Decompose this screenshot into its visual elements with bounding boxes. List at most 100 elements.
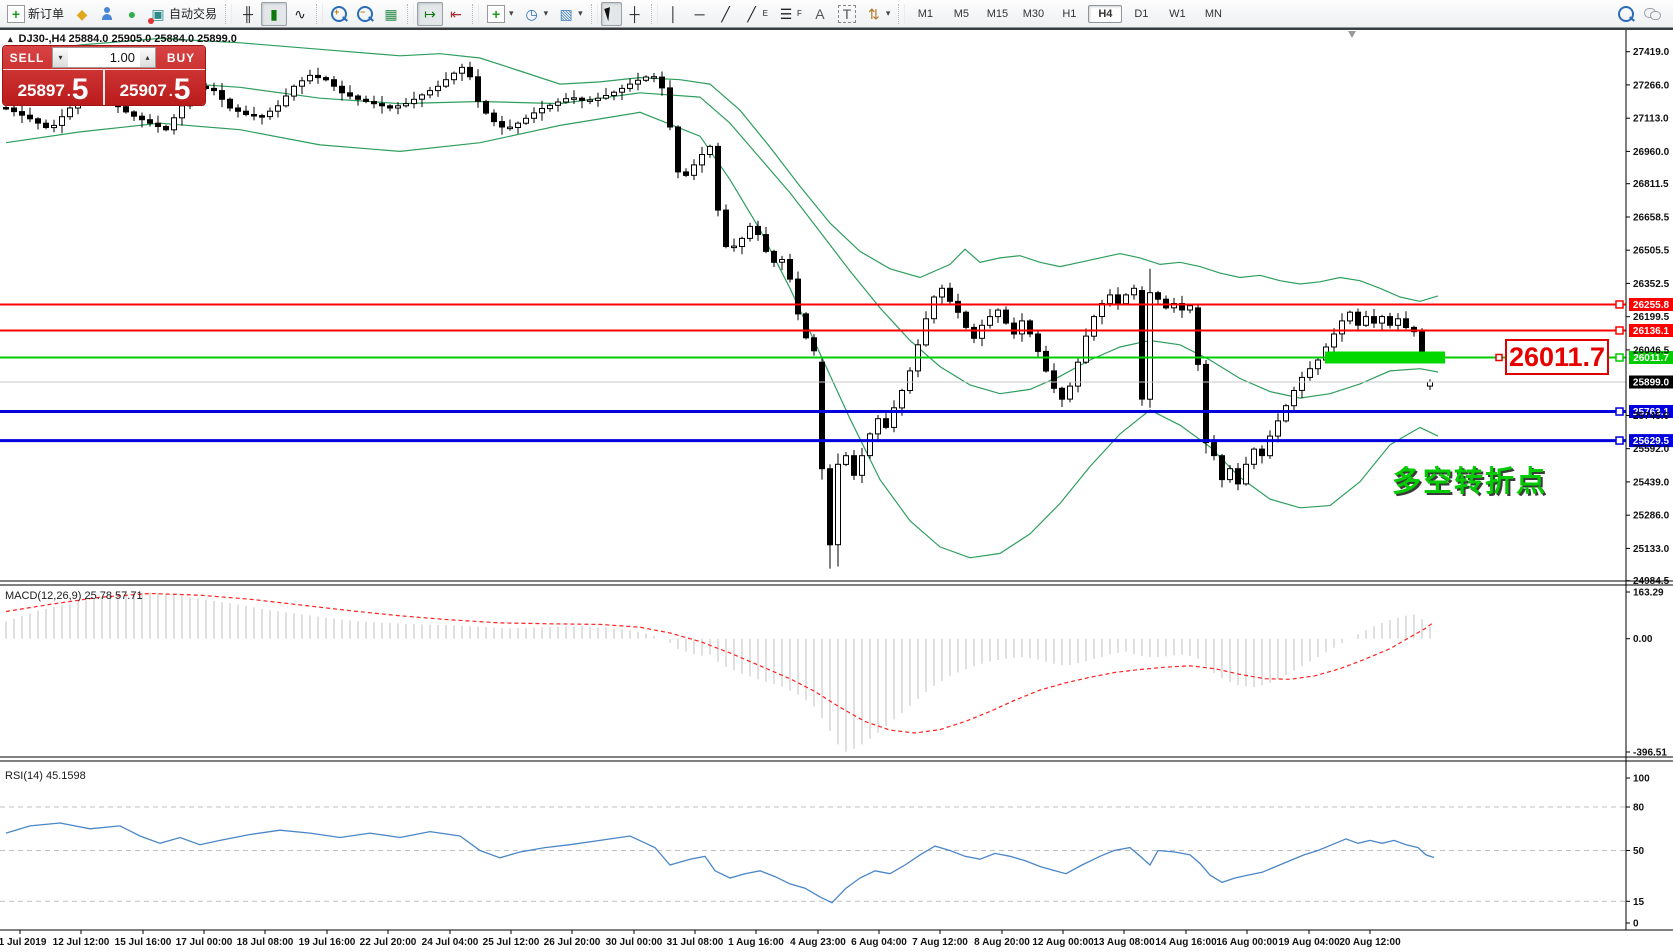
chart-shift-button[interactable]: ⇤ [443,2,469,26]
svg-text:50: 50 [1633,846,1645,857]
fibonacci-icon: ☰ [779,5,793,22]
volume-down-button[interactable]: ▾ [53,48,68,67]
svg-text:26505.5: 26505.5 [1633,246,1670,257]
toolbar-separator [316,3,324,24]
bollinger-bands [5,37,1439,559]
current-price: 25899.0 [0,375,1673,389]
trendline-tool-button[interactable]: ╱ [713,2,739,26]
price-axis: 27419.0 27266.0 27113.0 26960.0 26811.5 26658… [1626,47,1670,587]
turning-point-annotation[interactable]: 多空转折点 [1392,466,1548,498]
svg-text:26255.8: 26255.8 [1633,300,1670,311]
volume-value[interactable]: 1.00 [68,48,140,67]
svg-text:26811.5: 26811.5 [1633,179,1669,190]
time-label: 22 Jul 20:00 [360,937,417,948]
time-label: 16 Aug 00:00 [1216,937,1278,948]
timeframe-h4[interactable]: H4 [1088,4,1123,23]
timeframe-h1[interactable]: H1 [1062,7,1077,20]
svg-text:25439.0: 25439.0 [1633,477,1670,488]
svg-text:27113.0: 27113.0 [1633,114,1669,125]
text-icon: A [815,5,825,22]
line-chart-icon: ∿ [294,5,306,22]
time-label: 13 Aug 08:00 [1093,937,1155,948]
autotrading-button[interactable]: ▣ 自动交易 [145,2,222,26]
search-button[interactable] [1613,2,1639,26]
bollinger-lower [5,111,1439,559]
fibonacci-tool-button[interactable]: ☰ F [779,5,802,22]
price-flag-label[interactable]: 26011.7 [1505,339,1609,375]
arrows-icon: ⇅ [867,5,880,22]
timeframe-m30[interactable]: M30 [1022,7,1045,20]
main-toolbar: + 新订单 ◆ ● ▣ 自动交易 ╫ ▮ ∿ + − ▦ ↦ ⇤ + ▾ ◷ ▾ ▧… [0,0,1673,28]
time-label: 8 Aug 20:00 [974,937,1030,948]
buy-button[interactable]: BUY [166,50,196,65]
tile-windows-button[interactable]: ▦ [378,2,404,26]
volume-up-button[interactable]: ▴ [140,48,155,67]
dropdown-caret-icon: ▾ [543,8,549,18]
metaeditor-button[interactable]: ◆ [69,2,95,26]
toolbar-separator [225,3,233,24]
zoom-in-button[interactable]: + [326,2,352,26]
svg-text:100: 100 [1633,774,1650,785]
new-order-button[interactable]: + 新订单 [2,2,69,26]
timeframe-m15[interactable]: M15 [986,7,1009,20]
channel-tool-button[interactable]: ╱ E [739,2,773,26]
svg-text:25629.5: 25629.5 [1633,436,1670,447]
timeframe-group: M1 M5 M15 M30 H1 H4 D1 W1 MN [908,4,1230,23]
timeframe-m5[interactable]: M5 [953,7,970,20]
label-tool-button[interactable]: T [833,2,861,26]
timeframe-mn[interactable]: MN [1204,7,1222,20]
market-watch-button[interactable]: ● [119,2,145,26]
toolbar-separator [590,3,598,24]
svg-text:15: 15 [1633,897,1645,908]
sell-price-main: 25897 [17,81,65,100]
periods-button[interactable]: ◷ ▾ [519,2,554,26]
sell-price[interactable]: 25897 . 5 [3,70,105,105]
dropdown-caret-icon: ▾ [885,8,891,18]
timeframe-d1[interactable]: D1 [1134,7,1149,20]
sell-button[interactable]: SELL [9,50,45,65]
trendline-icon: ╱ [721,5,730,22]
tile-windows-icon: ▦ [384,5,398,22]
frame [0,30,1673,931]
crosshair-tool-button[interactable]: ┼ [622,2,648,26]
templates-button[interactable]: ▧ ▾ [553,2,588,26]
rsi-line [5,822,1435,904]
time-label: 19 Jul 16:00 [299,937,356,948]
time-label: 15 Jul 16:00 [115,937,172,948]
svg-text:26046.5: 26046.5 [1633,345,1670,356]
channel-icon: ╱ [747,5,756,22]
timeframe-m1[interactable]: M1 [917,7,934,20]
text-tool-button[interactable]: A [807,2,833,26]
vline-tool-button[interactable]: │ [661,2,687,26]
chat-button[interactable] [1639,2,1665,26]
cursor-tool-button[interactable] [600,1,622,26]
new-order-icon: + [7,4,25,23]
zoom-out-button[interactable]: − [352,2,378,26]
bar-chart-button[interactable]: ╫ [235,2,261,26]
time-label: 20 Aug 12:00 [1339,937,1401,948]
time-label: 12 Aug 00:00 [1032,937,1094,948]
hline-tool-button[interactable]: ─ [687,2,713,26]
highlight-zone[interactable] [1325,351,1445,364]
zoom-out-icon: − [357,5,374,22]
candlestick-chart-button[interactable]: ▮ [261,1,288,26]
indicators-button[interactable]: + ▾ [482,2,519,26]
shift-marker-icon [1348,31,1356,38]
svg-text:27266.0: 27266.0 [1633,80,1670,91]
arrows-tool-button[interactable]: ⇅ ▾ [861,2,896,26]
buy-price[interactable]: 25907 . 5 [119,73,191,105]
line-chart-button[interactable]: ∿ [287,2,313,26]
symbol-ohlc-text: DJ30-,H4 25884.0 25905.0 25884.0 25899.0 [18,33,237,45]
chat-icon [1644,7,1661,20]
vertical-line-icon: │ [669,5,678,22]
community-button[interactable] [95,2,119,26]
svg-text:25286.0: 25286.0 [1633,511,1670,522]
window-border [0,28,1673,30]
text-label-icon: T [837,4,856,23]
timeframe-w1[interactable]: W1 [1169,7,1186,20]
metaeditor-icon: ◆ [76,5,88,22]
auto-scroll-button[interactable]: ↦ [417,1,444,26]
one-click-toggle-icon[interactable]: ▴ [8,33,13,44]
time-label: 30 Jul 00:00 [606,937,663,948]
